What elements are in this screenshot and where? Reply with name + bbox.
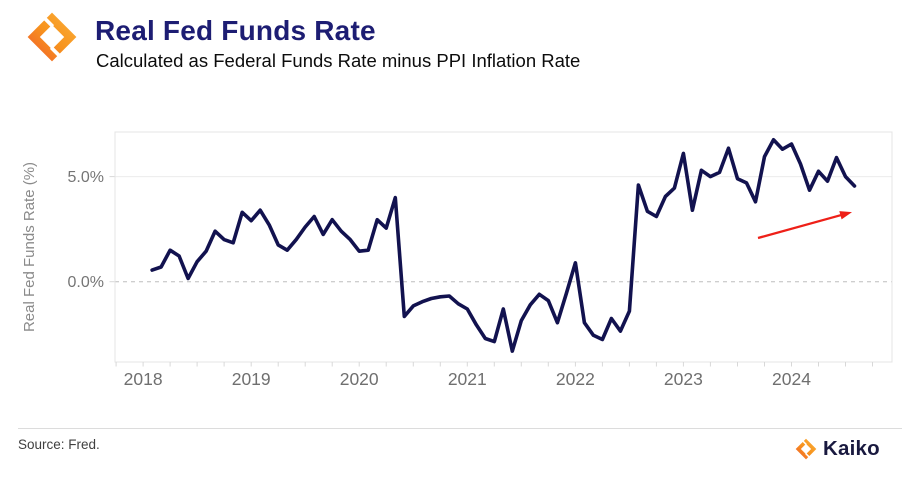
page-subtitle: Calculated as Federal Funds Rate minus P… — [96, 50, 581, 71]
x-tick-label: 2020 — [340, 369, 379, 389]
data-line — [150, 138, 857, 353]
x-tick-label: 2019 — [232, 369, 271, 389]
plot-border — [114, 131, 893, 363]
kaiko-logo-glyph — [27, 12, 77, 62]
kaiko-logo-icon — [26, 11, 78, 63]
footer-divider — [18, 428, 902, 429]
page-title: Real Fed Funds Rate — [95, 15, 376, 46]
x-tick-label: 2023 — [664, 369, 703, 389]
kaiko-wordmark: Kaiko — [823, 437, 880, 460]
x-tick-label: 2024 — [772, 369, 811, 389]
kaiko-logo-icon — [795, 438, 817, 460]
y-tick-label: 5.0% — [68, 169, 104, 186]
x-tick-label: 2022 — [556, 369, 595, 389]
source-note: Source: Fred. — [18, 437, 100, 452]
x-tick-label: 2021 — [448, 369, 487, 389]
kaiko-logo-glyph — [795, 438, 817, 460]
y-axis-title: Real Fed Funds Rate (%) — [21, 162, 38, 332]
trend-arrow-shaft — [757, 213, 845, 240]
header: Real Fed Funds Rate Calculated as Federa… — [95, 15, 581, 72]
trend-arrow-head — [839, 211, 852, 220]
y-tick-label: 0.0% — [68, 274, 104, 291]
kaiko-brand: Kaiko — [795, 437, 880, 461]
x-tick-label: 2018 — [124, 369, 163, 389]
